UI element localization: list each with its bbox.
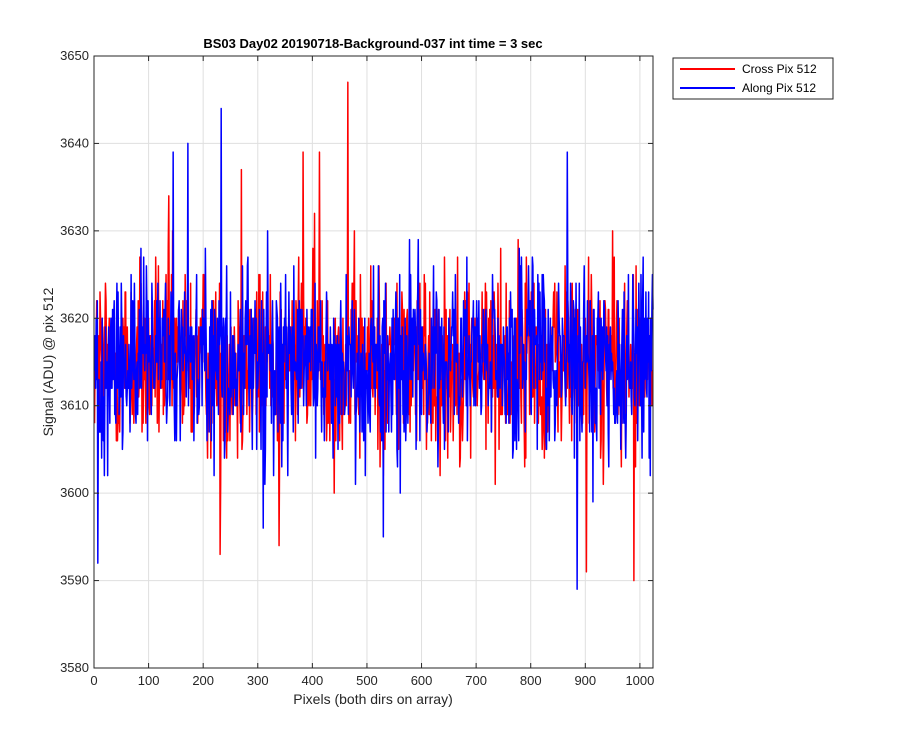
- y-tick-label: 3630: [60, 223, 89, 238]
- x-tick-label: 800: [520, 673, 542, 688]
- x-tick-label: 1000: [625, 673, 654, 688]
- plot-area: [93, 55, 654, 669]
- axis-ticks: [93, 55, 653, 669]
- x-tick-label: 900: [574, 673, 596, 688]
- x-tick-labels: 0 100 200 300 400 500 600 700 800 900 1000: [90, 673, 654, 688]
- x-tick-label: 700: [465, 673, 487, 688]
- y-tick-label: 3600: [60, 485, 89, 500]
- x-tick-label: 300: [247, 673, 269, 688]
- y-tick-label: 3620: [60, 310, 89, 325]
- x-axis-label: Pixels (both dirs on array): [293, 691, 453, 707]
- x-tick-label: 0: [90, 673, 97, 688]
- chart-title: BS03 Day02 20190718-Background-037 int t…: [203, 36, 542, 51]
- y-tick-label: 3610: [60, 398, 89, 413]
- y-tick-label: 3640: [60, 135, 89, 150]
- y-tick-labels: 3580 3590 3600 3610 3620 3630 3640 3650: [60, 48, 89, 675]
- legend-label-along: Along Pix 512: [742, 81, 816, 95]
- legend: Cross Pix 512 Along Pix 512: [672, 57, 834, 100]
- series-lines: [93, 81, 654, 591]
- x-tick-label: 400: [302, 673, 324, 688]
- legend-label-cross: Cross Pix 512: [742, 62, 817, 76]
- legend-box: [672, 57, 834, 100]
- x-tick-label: 600: [411, 673, 433, 688]
- y-tick-label: 3650: [60, 48, 89, 63]
- axes-box: [93, 55, 654, 669]
- y-tick-label: 3580: [60, 660, 89, 675]
- y-tick-label: 3590: [60, 573, 89, 588]
- x-tick-label: 500: [356, 673, 378, 688]
- x-tick-label: 100: [138, 673, 160, 688]
- series-line-along: [93, 107, 654, 591]
- x-tick-label: 200: [192, 673, 214, 688]
- y-axis-label: Signal (ADU) @ pix 512: [40, 287, 56, 436]
